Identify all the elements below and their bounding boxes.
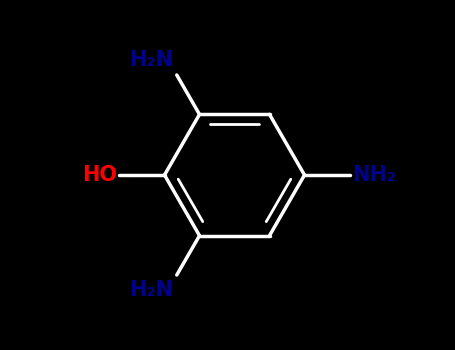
Text: H₂N: H₂N (129, 50, 173, 70)
Text: HO: HO (82, 165, 117, 185)
Text: H₂N: H₂N (129, 280, 173, 300)
Text: NH₂: NH₂ (352, 165, 396, 185)
